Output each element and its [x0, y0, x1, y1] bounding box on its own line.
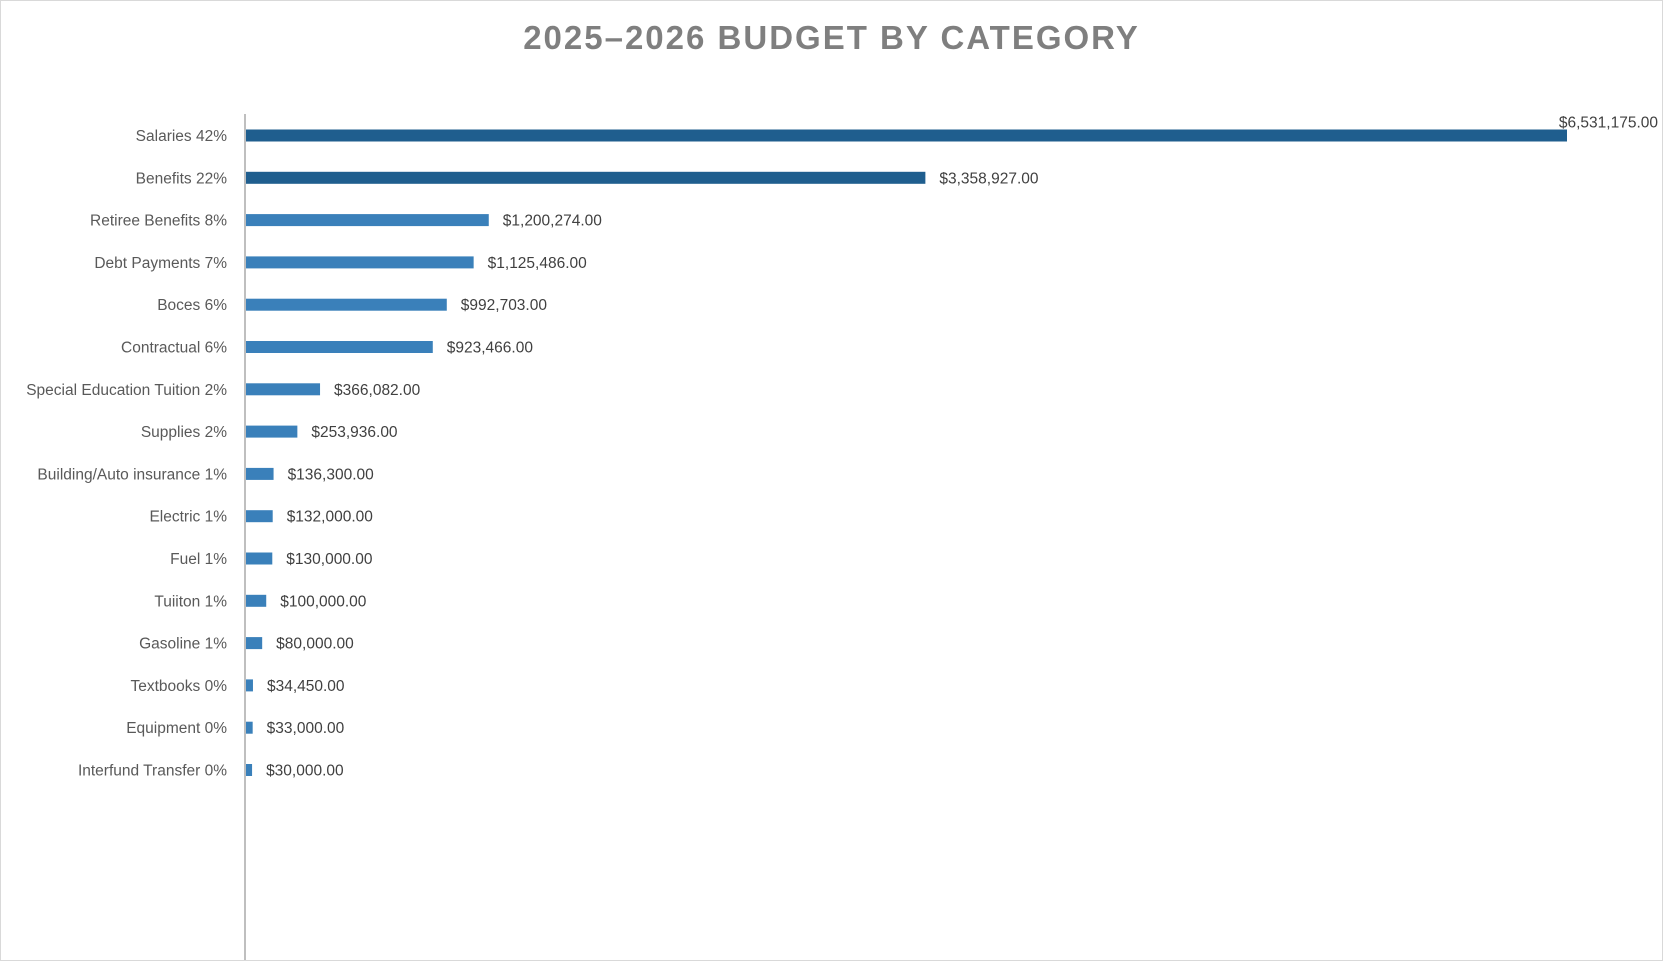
category-label: Contractual 6% [121, 340, 227, 357]
bar [246, 341, 433, 353]
bar [246, 171, 926, 184]
data-label: $3,358,927.00 [939, 170, 1039, 187]
bar [246, 552, 273, 565]
bar [246, 679, 253, 692]
category-label: Equipment 0% [126, 720, 227, 737]
data-label: $136,300.00 [288, 466, 375, 483]
data-label: $33,000.00 [267, 720, 345, 737]
data-label: $253,936.00 [311, 424, 398, 441]
bar [246, 129, 1567, 142]
bar [246, 594, 267, 607]
bar [246, 721, 253, 734]
data-label: $132,000.00 [287, 509, 374, 526]
chart-title: 2025–2026 BUDGET BY CATEGORY [523, 19, 1140, 56]
data-label: $130,000.00 [286, 551, 373, 568]
data-label: $992,703.00 [461, 297, 548, 314]
data-label: $1,200,274.00 [503, 213, 603, 230]
bar [246, 214, 489, 227]
category-label: Building/Auto insurance 1% [37, 466, 227, 483]
category-label: Salaries 42% [136, 128, 228, 145]
data-label: $80,000.00 [276, 636, 354, 653]
category-label: Textbooks 0% [131, 678, 228, 695]
category-label: Benefits 22% [136, 170, 228, 187]
bar [246, 467, 274, 480]
bar [246, 764, 253, 776]
data-label: $923,466.00 [447, 340, 534, 357]
category-label: Debt Payments 7% [94, 255, 227, 272]
data-label: $100,000.00 [280, 593, 367, 610]
category-label: Electric 1% [149, 509, 227, 526]
category-label: Special Education Tuition 2% [26, 382, 227, 399]
bar [246, 425, 298, 438]
category-label: Interfund Transfer 0% [78, 763, 227, 780]
data-label: $366,082.00 [334, 382, 421, 399]
category-label: Tuiiton 1% [154, 593, 227, 610]
category-label: Supplies 2% [141, 424, 227, 441]
data-label: $6,531,175.00 [1559, 115, 1659, 132]
category-label: Retiree Benefits 8% [90, 213, 227, 230]
bar [246, 298, 447, 311]
bar [246, 383, 321, 396]
data-label: $30,000.00 [266, 763, 344, 780]
category-label: Gasoline 1% [139, 636, 227, 653]
category-label: Boces 6% [157, 297, 227, 314]
bar [246, 256, 474, 269]
category-label: Fuel 1% [170, 551, 227, 568]
data-label: $34,450.00 [267, 678, 345, 695]
bar [246, 510, 273, 523]
data-label: $1,125,486.00 [488, 255, 588, 272]
bar [246, 637, 263, 650]
